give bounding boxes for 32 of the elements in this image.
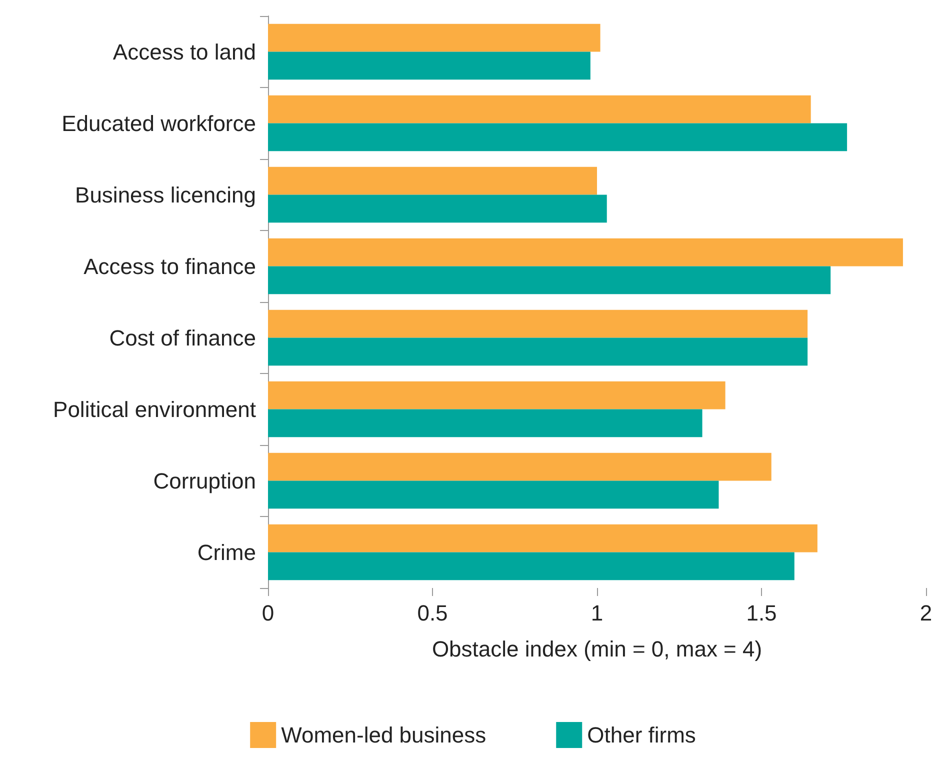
y-tick-label: Access to finance <box>84 254 256 279</box>
bar <box>268 524 818 552</box>
bar <box>268 452 772 481</box>
bar <box>268 123 848 152</box>
x-axis-title: Obstacle index (min = 0, max = 4) <box>432 636 762 662</box>
bar <box>268 266 831 294</box>
x-tick-label: 1 <box>590 600 604 626</box>
bar <box>268 52 590 80</box>
y-tick-label: Cost of finance <box>109 325 256 350</box>
legend-label: Other firms <box>587 722 696 748</box>
bar <box>268 338 808 366</box>
x-tick-label: 0.5 <box>417 600 448 626</box>
bar <box>268 480 719 509</box>
bar <box>268 552 794 580</box>
bar <box>268 194 607 223</box>
y-tick-label: Access to land <box>112 39 256 64</box>
bar <box>268 24 600 52</box>
bar <box>268 381 726 410</box>
y-tick-label: Educated workforce <box>62 110 256 136</box>
bar <box>268 409 702 438</box>
y-tick-label: Corruption <box>153 468 256 494</box>
y-tick-label: Business licencing <box>75 182 256 208</box>
x-tick-label: 2 <box>920 600 932 626</box>
x-tick-label: 1.5 <box>746 600 777 626</box>
bar <box>268 238 903 266</box>
y-tick-label: Crime <box>197 540 256 565</box>
bar <box>268 95 811 124</box>
x-tick-label: 0 <box>262 600 274 626</box>
legend-label: Women-led business <box>281 722 486 748</box>
y-tick-label: Political environment <box>53 396 256 422</box>
bar <box>268 166 597 195</box>
bar <box>268 310 808 338</box>
